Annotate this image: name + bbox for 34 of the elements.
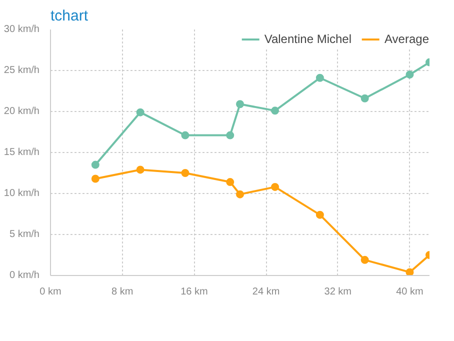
point bbox=[136, 166, 144, 174]
point bbox=[181, 131, 190, 140]
point bbox=[271, 106, 280, 115]
legend-label: Valentine Michel bbox=[264, 32, 352, 46]
x-tick-label: 32 km bbox=[324, 286, 352, 298]
point bbox=[236, 100, 244, 108]
point bbox=[236, 190, 244, 198]
point bbox=[316, 210, 324, 219]
point bbox=[136, 108, 144, 116]
legend-label: Average bbox=[384, 32, 429, 46]
y-tick-label: 15 km/h bbox=[4, 147, 40, 158]
point bbox=[271, 182, 280, 191]
point bbox=[406, 268, 414, 276]
y-tick-label: 5 km/h bbox=[9, 229, 40, 240]
chart-title: tchart bbox=[50, 8, 89, 24]
point bbox=[226, 178, 234, 186]
point bbox=[226, 131, 234, 140]
x-tick-label: 40 km bbox=[396, 286, 424, 298]
point bbox=[181, 169, 190, 177]
y-tick-label: 10 km/h bbox=[4, 188, 40, 199]
point bbox=[406, 70, 414, 79]
point bbox=[316, 74, 324, 82]
point bbox=[91, 174, 100, 183]
x-tick-label: 8 km bbox=[112, 286, 134, 298]
y-tick-label: 30 km/h bbox=[4, 24, 40, 35]
x-tick-label: 24 km bbox=[252, 286, 280, 298]
point bbox=[360, 256, 369, 264]
x-tick-label: 0 km bbox=[40, 286, 62, 298]
x-tick-label: 16 km bbox=[180, 286, 208, 298]
y-tick-label: 0 km/h bbox=[9, 270, 40, 281]
point bbox=[360, 94, 369, 102]
y-tick-label: 25 km/h bbox=[4, 65, 40, 76]
y-tick-label: 20 km/h bbox=[4, 106, 40, 117]
point bbox=[91, 160, 100, 169]
